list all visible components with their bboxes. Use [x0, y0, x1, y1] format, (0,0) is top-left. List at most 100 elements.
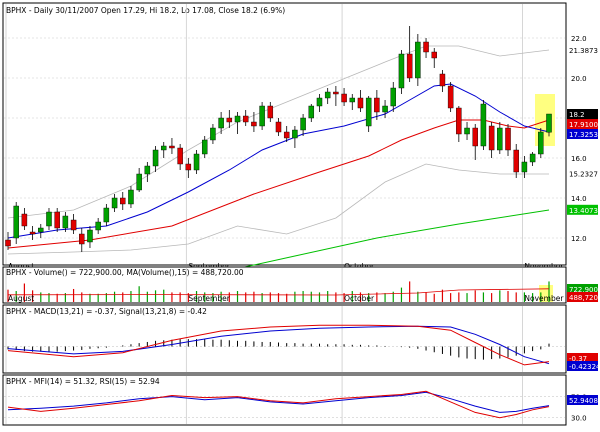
- mfi-panel-header: BPHX - MFI(14) = 51.32, RSI(15) = 52.94: [6, 377, 160, 386]
- candle-up: [234, 115, 241, 123]
- mfi-rsi-lines: [7, 390, 550, 419]
- candle-up: [144, 165, 151, 175]
- price-badge: 18.2: [567, 109, 598, 119]
- candle-up: [136, 173, 142, 191]
- candle-up: [13, 205, 19, 239]
- candle-down: [70, 219, 77, 231]
- candle-down: [169, 145, 175, 149]
- volume-badge-bg: [567, 292, 598, 302]
- macd-badge: -0.37: [567, 353, 598, 363]
- candle-up: [128, 189, 134, 205]
- candle-down: [5, 239, 11, 247]
- price-badge: 13.4073: [567, 204, 598, 215]
- candle-down: [439, 73, 446, 87]
- price-badge-text: 18.2: [569, 111, 585, 119]
- candle-up: [324, 91, 331, 99]
- volume-label-november: November: [524, 294, 564, 303]
- candle-up: [521, 161, 528, 173]
- price-badge-bg: [567, 45, 598, 56]
- mfi-value-badges: 52.9408: [567, 395, 598, 405]
- macd-lines: [7, 324, 550, 366]
- candle-down: [79, 233, 85, 245]
- candle-up: [415, 41, 421, 79]
- macd-panel-frame: [2, 304, 567, 374]
- candle-up: [62, 215, 69, 229]
- mfi-badge: 52.9408: [567, 395, 598, 405]
- candle-up: [308, 105, 315, 119]
- candle-up: [111, 197, 118, 209]
- candle-up: [538, 131, 544, 155]
- volume-label-august: August: [8, 294, 34, 303]
- candle-down: [357, 97, 364, 109]
- mfi-badge-text: 52.9408: [569, 397, 598, 405]
- volume-moving-average: [7, 288, 550, 296]
- candle-down: [488, 125, 495, 151]
- candle-up: [300, 117, 306, 131]
- macd-main-line: [7, 324, 550, 366]
- macd-value-badges: -0.37-0.42324: [567, 353, 600, 371]
- price-tick-label: 14.0: [571, 195, 587, 203]
- candle-up: [390, 87, 396, 107]
- candle-up: [193, 153, 200, 171]
- candle-up: [529, 153, 536, 163]
- price-tick-label: 16.0: [571, 155, 587, 163]
- candle-down: [406, 53, 413, 79]
- price-badge-text: 17.3253: [569, 131, 598, 139]
- price-tick-label: 22.0: [571, 35, 587, 43]
- volume-badge: 488,720: [567, 292, 598, 302]
- candle-down: [423, 41, 429, 53]
- candle-up: [152, 149, 159, 167]
- volume-month-labels: August September October November: [8, 294, 564, 303]
- candle-down: [120, 197, 126, 205]
- macd-badge-bg: [567, 361, 598, 371]
- volume-panel-frame: [2, 266, 567, 304]
- price-badge-text: 17.9100: [569, 121, 598, 129]
- candle-up: [497, 127, 503, 151]
- candle-up: [349, 97, 356, 103]
- candle-down: [341, 93, 347, 103]
- candle-up: [365, 97, 372, 127]
- candle-up: [201, 139, 208, 155]
- volume-label-september: September: [188, 294, 230, 303]
- candle-down: [177, 147, 183, 165]
- candle-up: [38, 227, 44, 233]
- candle-down: [333, 91, 339, 95]
- candle-up: [46, 211, 52, 227]
- mfi-line: [7, 390, 550, 419]
- candle-down: [283, 131, 290, 139]
- price-badge-bg: [567, 204, 598, 215]
- candle-down: [267, 105, 274, 119]
- price-value-badges: 21.3873 18.2 17.9100 17.3253 15.2327 13.4073: [567, 45, 598, 215]
- macd-gridlines: [4, 306, 565, 372]
- candle-up: [259, 105, 265, 127]
- macd-panel-header: BPHX - MACD(13,21) = -0.37, Signal(13,21…: [6, 307, 207, 316]
- macd-badge-text: -0.37: [569, 355, 587, 363]
- price-badge: 17.9100: [567, 119, 598, 129]
- candle-up: [316, 97, 323, 107]
- candle-up: [464, 127, 470, 135]
- volume-label-october: October: [344, 294, 375, 303]
- candle-down: [185, 163, 192, 171]
- bollinger-bands: [7, 45, 550, 255]
- candlesticks: [5, 26, 552, 252]
- candle-up: [382, 105, 388, 113]
- candle-down: [54, 211, 60, 229]
- candle-up: [95, 221, 101, 231]
- volume-panel-header: BPHX - Volume() = 722,900.00, MA(Volume(…: [6, 268, 244, 277]
- volume-gridlines: [5, 268, 523, 302]
- price-badge: 15.2327: [567, 168, 598, 179]
- candle-down: [447, 85, 454, 109]
- bollinger-upper-line: [7, 45, 550, 219]
- candle-down: [431, 51, 437, 59]
- bollinger-lower-line: [7, 163, 549, 255]
- mfi-badge-bg: [567, 395, 598, 405]
- rsi-line: [7, 391, 550, 413]
- mfi-panel: BPHX - MFI(14) = 51.32, RSI(15) = 52.94 …: [2, 374, 598, 426]
- candle-up: [218, 117, 224, 129]
- candle-up: [546, 113, 552, 133]
- price-badge-bg: [567, 129, 598, 139]
- last-bar-highlight: [535, 94, 555, 146]
